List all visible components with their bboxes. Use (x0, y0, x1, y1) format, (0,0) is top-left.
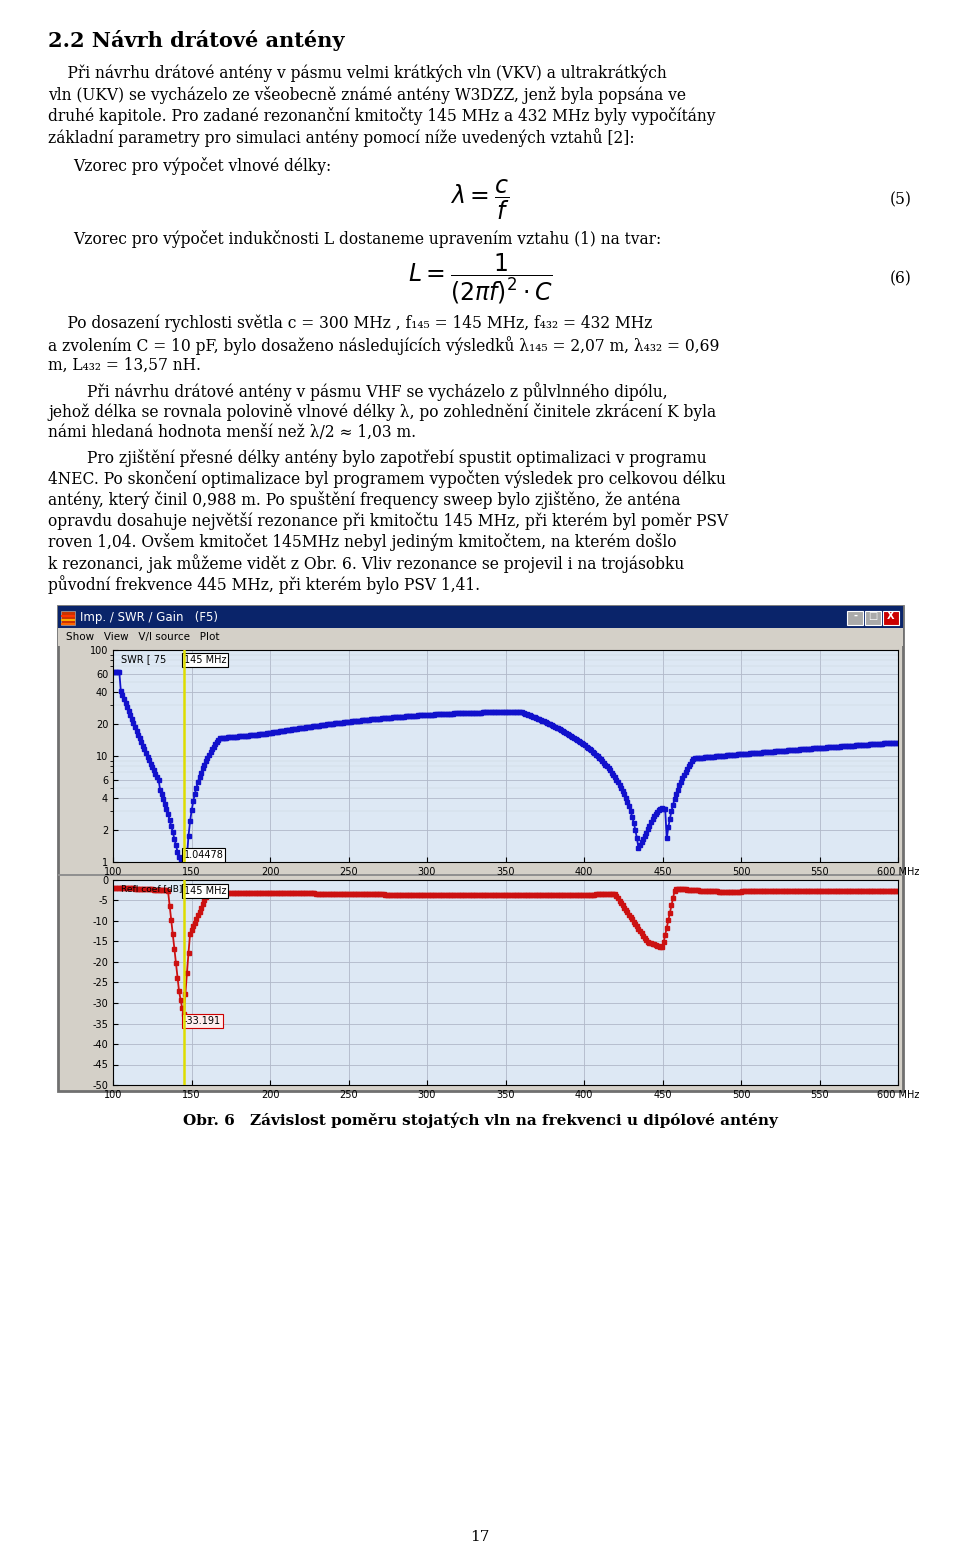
Text: Při návrhu drátové antény v pásmu VHF se vycházelo z půlvlnného dipólu,: Při návrhu drátové antény v pásmu VHF se… (48, 382, 667, 401)
Text: Vzorec pro výpočet indukčnosti L dostaneme upravením vztahu (1) na tvar:: Vzorec pro výpočet indukčnosti L dostane… (73, 230, 661, 249)
Bar (61, 618, 75, 622)
Text: původní frekvence 445 MHz, při kterém bylo PSV 1,41.: původní frekvence 445 MHz, při kterém by… (48, 575, 480, 594)
Text: Obr. 6 Závislost poměru stojatých vln na frekvenci u dipólové antény: Obr. 6 Závislost poměru stojatých vln na… (182, 1113, 778, 1128)
Text: (6): (6) (890, 270, 912, 287)
Text: k rezonanci, jak můžeme vidět z Obr. 6. Vliv rezonance se projevil i na trojásob: k rezonanci, jak můžeme vidět z Obr. 6. … (48, 553, 684, 573)
Bar (61, 615, 75, 617)
Bar (865, 611, 881, 625)
Text: Show   View   V/I source   Plot: Show View V/I source Plot (66, 632, 220, 642)
Bar (883, 611, 899, 625)
Text: 145 MHz: 145 MHz (183, 886, 227, 897)
Bar (58, 873, 903, 876)
Bar (61, 611, 75, 625)
Text: roven 1,04. Ovšem kmitočet 145MHz nebyl jediným kmitočtem, na kterém došlo: roven 1,04. Ovšem kmitočet 145MHz nebyl … (48, 533, 677, 552)
Text: vln (UKV) se vycházelo ze všeobecně známé antény W3DZZ, jenž byla popsána ve: vln (UKV) se vycházelo ze všeobecně znám… (48, 85, 686, 104)
Text: jehož délka se rovnala polovině vlnové délky λ, po zohlednění činitele zkrácení : jehož délka se rovnala polovině vlnové d… (48, 402, 716, 421)
Text: Při návrhu drátové antény v pásmu velmi krátkých vln (VKV) a ultrakrátkých: Při návrhu drátové antény v pásmu velmi … (48, 65, 667, 82)
Text: -: - (853, 611, 857, 622)
Bar (58, 628, 903, 646)
Text: 2.2 Návrh drátové antény: 2.2 Návrh drátové antény (48, 30, 345, 51)
Text: Refl coef [dB] 75: Refl coef [dB] 75 (121, 884, 197, 894)
Text: Vzorec pro výpočet vlnové délky:: Vzorec pro výpočet vlnové délky: (73, 157, 331, 176)
Text: $\lambda = \dfrac{c}{f}$: $\lambda = \dfrac{c}{f}$ (450, 177, 510, 222)
FancyBboxPatch shape (58, 606, 903, 1091)
Text: 145 MHz: 145 MHz (183, 654, 227, 665)
Text: Pro zjištění přesné délky antény bylo zapotřebí spustit optimalizaci v programu: Pro zjištění přesné délky antény bylo za… (48, 449, 707, 468)
Text: 4NEC. Po skončení optimalizace byl programem vypočten výsledek pro celkovou délk: 4NEC. Po skončení optimalizace byl progr… (48, 469, 726, 488)
Bar (58, 606, 903, 628)
Bar (61, 623, 75, 625)
Bar (847, 611, 863, 625)
Text: (5): (5) (890, 191, 912, 208)
Text: 1.04478: 1.04478 (183, 850, 224, 859)
Text: X: X (887, 611, 895, 622)
Text: □: □ (869, 611, 877, 622)
Text: druhé kapitole. Pro zadané rezonanční kmitočty 145 MHz a 432 MHz byly vypočítány: druhé kapitole. Pro zadané rezonanční km… (48, 107, 715, 124)
Text: Imp. / SWR / Gain   (F5): Imp. / SWR / Gain (F5) (80, 611, 218, 623)
Text: opravdu dosahuje největší rezonance při kmitočtu 145 MHz, při kterém byl poměr P: opravdu dosahuje největší rezonance při … (48, 511, 729, 530)
Text: a zvolením C = 10 pF, bylo dosaženo následujících výsledků λ₁₄₅ = 2,07 m, λ₄₃₂ =: a zvolením C = 10 pF, bylo dosaženo násl… (48, 336, 719, 354)
Text: antény, který činil 0,988 m. Po spuštění frequency sweep bylo zjištěno, že antén: antény, který činil 0,988 m. Po spuštění… (48, 491, 681, 510)
Text: SWR [ 75: SWR [ 75 (121, 654, 166, 664)
Text: 17: 17 (470, 1531, 490, 1545)
Text: Po dosazení rychlosti světla c = 300 MHz , f₁₄₅ = 145 MHz, f₄₃₂ = 432 MHz: Po dosazení rychlosti světla c = 300 MHz… (48, 315, 653, 333)
Text: základní parametry pro simulaci antény pomocí níže uvedených vztahů [2]:: základní parametry pro simulaci antény p… (48, 127, 635, 148)
Text: $L = \dfrac{1}{(2\pi f)^2 \cdot C}$: $L = \dfrac{1}{(2\pi f)^2 \cdot C}$ (408, 252, 552, 306)
Text: m, L₄₃₂ = 13,57 nH.: m, L₄₃₂ = 13,57 nH. (48, 357, 201, 375)
Text: námi hledaná hodnota menší než λ/2 ≈ 1,03 m.: námi hledaná hodnota menší než λ/2 ≈ 1,0… (48, 424, 416, 441)
Text: -33.191: -33.191 (183, 1016, 221, 1026)
